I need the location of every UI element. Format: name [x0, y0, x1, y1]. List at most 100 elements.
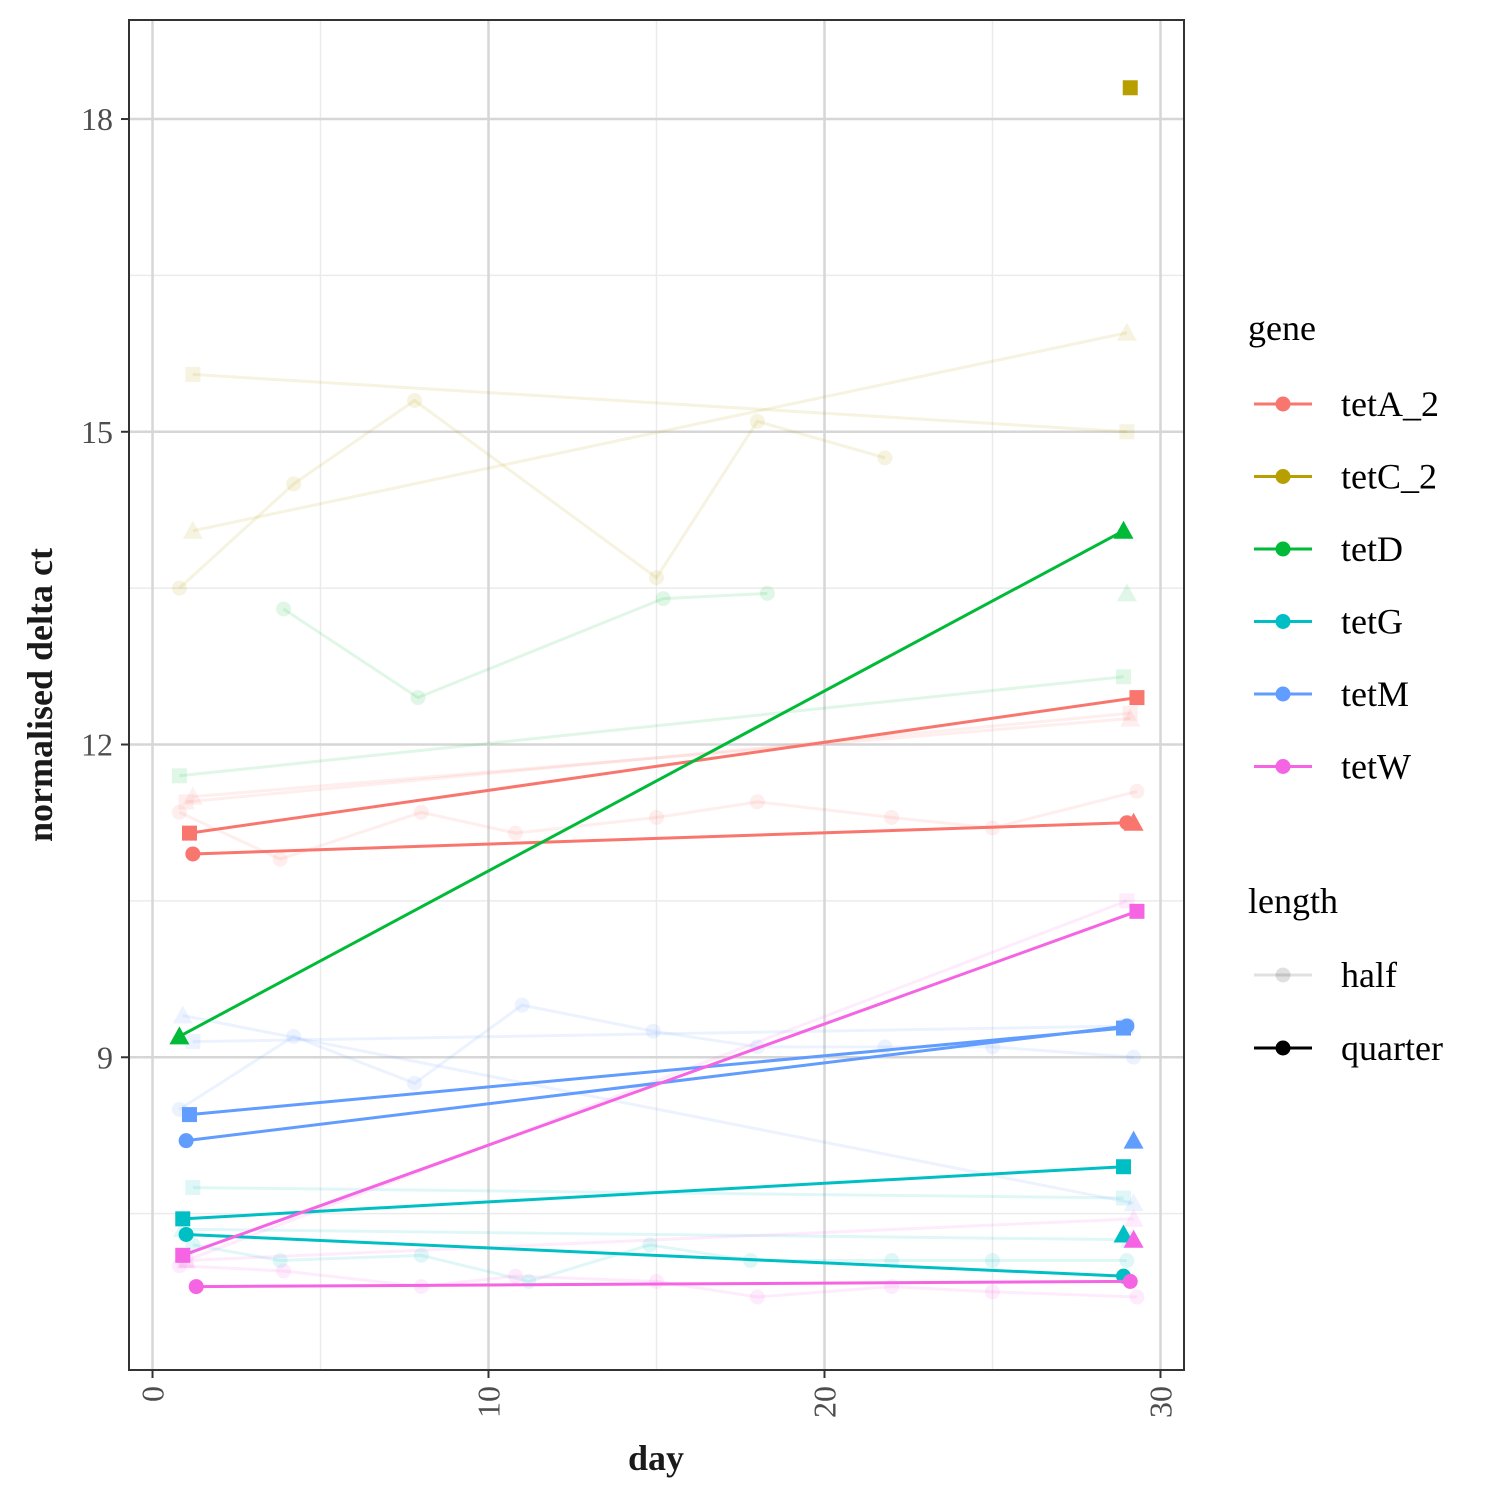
series-line — [182, 1227, 1131, 1242]
series-tetM-half-triangle — [172, 1005, 1144, 1212]
data-point — [649, 809, 664, 825]
data-point — [645, 1023, 661, 1039]
data-point — [1129, 690, 1145, 706]
plot-border — [128, 19, 1185, 1371]
data-point — [984, 1253, 1000, 1269]
y-tick-label: 18 — [81, 101, 113, 137]
legend-key-quarter: quarter — [1254, 1028, 1443, 1068]
legend-gene-keys: tetA_2 tetC_2 tetD tetG tetM tetW — [1254, 384, 1439, 787]
series-tetG-quarter-triangle — [1113, 1224, 1134, 1243]
data-point — [514, 997, 530, 1013]
series-tetG-quarter-square — [175, 1159, 1132, 1227]
data-point — [185, 1180, 201, 1196]
data-point — [884, 809, 900, 825]
series-line — [178, 398, 886, 590]
data-point — [188, 1279, 204, 1295]
legend-label: tetG — [1341, 602, 1403, 642]
legend-key-point — [1275, 1040, 1291, 1056]
data-point — [171, 804, 187, 820]
data-point — [413, 1247, 429, 1263]
series-line — [179, 1264, 1138, 1299]
data-point — [178, 1133, 194, 1149]
legend-length-keys: half quarter — [1254, 955, 1443, 1068]
data-point — [413, 804, 429, 820]
x-axis-title: day — [628, 1438, 684, 1478]
series-line — [189, 1026, 1124, 1117]
legend-key-half: half — [1254, 955, 1397, 995]
data-point — [1113, 1224, 1134, 1243]
series-tetW-half-circle — [171, 1258, 1145, 1305]
legend-key-point — [1275, 396, 1291, 412]
series-tetA_2-quarter-triangle — [1123, 812, 1144, 831]
legend-key-tetG: tetG — [1254, 602, 1403, 642]
data-point — [642, 1237, 658, 1253]
data-point — [407, 393, 423, 409]
series-tetG-half-circle — [185, 1237, 1135, 1289]
data-point — [1129, 1289, 1145, 1305]
series-line — [192, 821, 1127, 856]
legend-label: tetD — [1341, 529, 1403, 569]
legend-length-title: length — [1248, 881, 1338, 921]
legend-key-point — [1275, 469, 1291, 484]
data-point — [1122, 1273, 1138, 1289]
series-tetA_2-half-triangle — [182, 708, 1141, 805]
data-point — [749, 413, 765, 429]
legend-label: half — [1341, 955, 1397, 995]
grid-minor — [129, 20, 1184, 1370]
x-tick-labels: 0 10 20 30 — [135, 1386, 1179, 1418]
data-point — [286, 476, 302, 492]
series-tetC_2-half-triangle — [182, 322, 1137, 539]
data-point — [1116, 1159, 1132, 1175]
data-point — [1116, 1190, 1132, 1206]
data-point — [984, 1284, 1000, 1300]
x-tick-label: 0 — [135, 1386, 171, 1402]
legend-key-point — [1275, 614, 1291, 629]
data-point — [1116, 669, 1132, 685]
series-tetW-quarter-square — [175, 903, 1145, 1263]
series-line — [192, 1024, 1127, 1044]
data-point — [169, 1026, 190, 1045]
series-line — [179, 675, 1124, 778]
data-point — [1119, 1018, 1135, 1034]
series-tetD-quarter-triangle — [169, 520, 1134, 1045]
data-point — [181, 825, 197, 841]
x-tick-label: 10 — [471, 1386, 507, 1418]
series-tetC_2-half-circle — [171, 393, 893, 596]
series-tetC_2-quarter-square — [1122, 80, 1138, 96]
y-tick-label: 12 — [81, 727, 113, 763]
series-tetM-quarter-triangle — [1123, 1130, 1144, 1149]
data-point — [877, 450, 893, 466]
series-tetA_2-quarter-square — [181, 690, 1145, 841]
series-quarter-layer — [169, 80, 1145, 1295]
data-point — [507, 825, 523, 841]
legend: gene tetA_2 tetC_2 tetD tetG tetM tetW length… — [1248, 308, 1443, 1068]
data-point — [172, 1005, 193, 1024]
y-axis-title: normalised delta ct — [20, 548, 60, 842]
data-point — [182, 520, 203, 539]
data-point — [175, 1247, 191, 1263]
data-point — [175, 1211, 191, 1227]
data-point — [507, 1268, 523, 1284]
data-point — [185, 846, 201, 862]
series-line — [192, 372, 1127, 434]
data-point — [1122, 705, 1138, 721]
data-point — [1120, 708, 1141, 727]
legend-gene-title: gene — [1248, 308, 1316, 348]
series-tetC_2-half-square — [185, 366, 1135, 440]
legend-key-point — [1275, 759, 1291, 774]
axis-ticks — [121, 118, 1162, 1378]
series-line — [192, 716, 1131, 799]
data-point — [407, 1075, 423, 1091]
data-point — [171, 580, 187, 596]
legend-label: tetA_2 — [1341, 384, 1439, 424]
legend-key-point — [1275, 541, 1291, 557]
data-point — [178, 794, 194, 810]
legend-key-tetM: tetM — [1254, 674, 1409, 714]
data-point — [1123, 1193, 1144, 1212]
series-tetD-half-circle — [276, 585, 775, 706]
series-line — [192, 331, 1128, 533]
series-line — [185, 711, 1131, 804]
series-line — [186, 1232, 1124, 1278]
series-line — [182, 1165, 1124, 1221]
series-tetW-quarter-circle — [188, 1273, 1138, 1295]
